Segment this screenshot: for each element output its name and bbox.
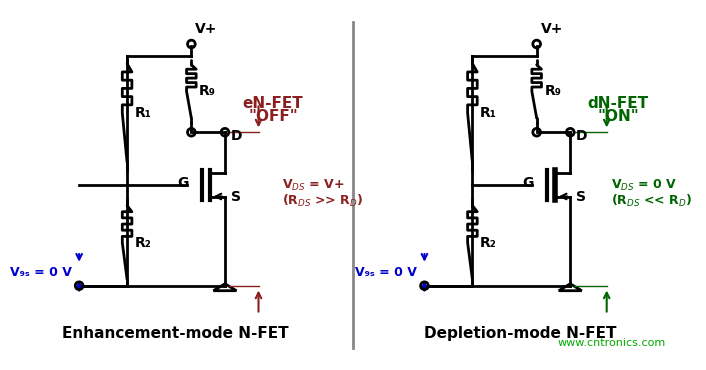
Text: S: S (231, 189, 241, 204)
Text: dN-FET: dN-FET (587, 96, 649, 111)
Text: Depletion-mode N-FET: Depletion-mode N-FET (424, 326, 616, 341)
Text: www.cntronics.com: www.cntronics.com (558, 338, 666, 348)
Text: R₉: R₉ (199, 84, 216, 98)
Text: G: G (522, 176, 534, 190)
Text: R₁: R₁ (135, 106, 152, 120)
Text: V₉ₛ = 0 V: V₉ₛ = 0 V (10, 266, 71, 279)
Text: D: D (231, 129, 242, 143)
Text: Enhancement-mode N-FET: Enhancement-mode N-FET (61, 326, 288, 341)
Text: eN-FET: eN-FET (243, 96, 304, 111)
Text: (R$_{DS}$ >> R$_D$): (R$_{DS}$ >> R$_D$) (282, 193, 364, 209)
Text: V$_{DS}$ = V+: V$_{DS}$ = V+ (282, 178, 345, 192)
Text: G: G (177, 176, 189, 190)
Text: V$_{DS}$ = 0 V: V$_{DS}$ = 0 V (611, 178, 677, 192)
Text: R₉: R₉ (544, 84, 561, 98)
Text: "OFF": "OFF" (248, 110, 298, 124)
Text: D: D (576, 129, 587, 143)
Text: V+: V+ (541, 22, 563, 36)
Text: "ON": "ON" (597, 110, 639, 124)
Text: R₂: R₂ (135, 236, 152, 249)
Text: S: S (576, 189, 586, 204)
Text: (R$_{DS}$ << R$_D$): (R$_{DS}$ << R$_D$) (611, 193, 692, 209)
Text: V₉ₛ = 0 V: V₉ₛ = 0 V (355, 266, 417, 279)
Text: V+: V+ (195, 22, 217, 36)
Text: R₁: R₁ (480, 106, 497, 120)
Text: R₂: R₂ (480, 236, 497, 249)
